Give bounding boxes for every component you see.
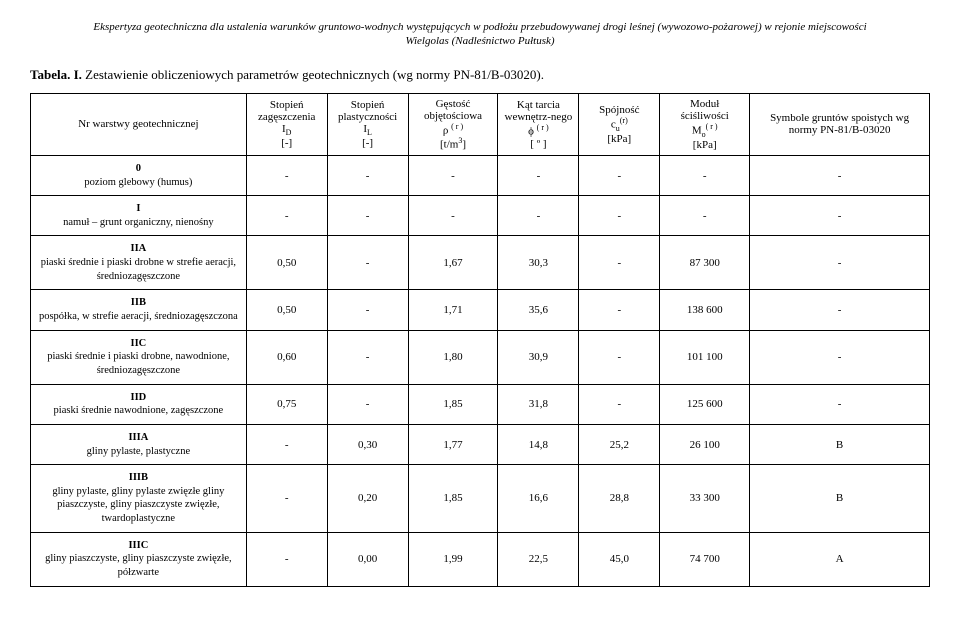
table-row: IIIBgliny pylaste, gliny pylaste zwięzłe…	[31, 465, 930, 533]
row-label-I: Inamuł – grunt organiczny, nienośny	[31, 196, 247, 236]
cell-5-1: -	[327, 384, 408, 424]
cell-1-2: -	[408, 196, 498, 236]
col-header-3: Gęstość objętościowaρ ( r )[t/m3]	[408, 93, 498, 155]
col-header-6: Moduł ściśliwościMo( r )[kPa]	[660, 93, 750, 155]
cell-6-4: 25,2	[579, 424, 660, 464]
cell-6-6: B	[750, 424, 930, 464]
col-header-4: Kąt tarcia wewnętrz-negoϕ ( r )[ º ]	[498, 93, 579, 155]
cell-3-4: -	[579, 290, 660, 330]
cell-5-4: -	[579, 384, 660, 424]
row-label-IIA: IIApiaski średnie i piaski drobne w stre…	[31, 236, 247, 290]
table-row: 0poziom glebowy (humus)-------	[31, 155, 930, 195]
row-label-IID: IIDpiaski średnie nawodnione, zagęszczon…	[31, 384, 247, 424]
caption-label: Tabela. I.	[30, 67, 82, 82]
table-row: Inamuł – grunt organiczny, nienośny-----…	[31, 196, 930, 236]
table-row: IIICgliny piaszczyste, gliny piaszczyste…	[31, 532, 930, 586]
cell-8-4: 45,0	[579, 532, 660, 586]
cell-1-1: -	[327, 196, 408, 236]
row-label-IIIC: IIICgliny piaszczyste, gliny piaszczyste…	[31, 532, 247, 586]
cell-0-0: -	[246, 155, 327, 195]
cell-0-6: -	[750, 155, 930, 195]
cell-6-2: 1,77	[408, 424, 498, 464]
cell-0-2: -	[408, 155, 498, 195]
cell-4-1: -	[327, 330, 408, 384]
cell-7-4: 28,8	[579, 465, 660, 533]
cell-5-3: 31,8	[498, 384, 579, 424]
header-line2: Wielgolas (Nadleśnictwo Pułtusk)	[405, 35, 554, 47]
row-label-IIIA: IIIAgliny pylaste, plastyczne	[31, 424, 247, 464]
table-row: IIIAgliny pylaste, plastyczne-0,301,7714…	[31, 424, 930, 464]
row-label-IIC: IICpiaski średnie i piaski drobne, nawod…	[31, 330, 247, 384]
cell-4-6: -	[750, 330, 930, 384]
cell-3-3: 35,6	[498, 290, 579, 330]
cell-8-1: 0,00	[327, 532, 408, 586]
cell-2-0: 0,50	[246, 236, 327, 290]
cell-4-4: -	[579, 330, 660, 384]
cell-2-5: 87 300	[660, 236, 750, 290]
geo-params-table: Nr warstwy geotechnicznejStopień zagęszc…	[30, 93, 930, 587]
doc-header: Ekspertyza geotechniczna dla ustalenia w…	[30, 20, 930, 49]
table-caption: Tabela. I. Zestawienie obliczeniowych pa…	[30, 67, 930, 83]
cell-3-6: -	[750, 290, 930, 330]
cell-0-4: -	[579, 155, 660, 195]
cell-3-1: -	[327, 290, 408, 330]
row-label-0: 0poziom glebowy (humus)	[31, 155, 247, 195]
cell-4-2: 1,80	[408, 330, 498, 384]
cell-7-2: 1,85	[408, 465, 498, 533]
col-header-1: Stopień zagęszczeniaID[-]	[246, 93, 327, 155]
col-header-5: Spójnośćcu(r)[kPa]	[579, 93, 660, 155]
col-header-2: Stopień plastycznościIL[-]	[327, 93, 408, 155]
cell-1-3: -	[498, 196, 579, 236]
cell-0-1: -	[327, 155, 408, 195]
cell-2-1: -	[327, 236, 408, 290]
cell-6-0: -	[246, 424, 327, 464]
cell-8-3: 22,5	[498, 532, 579, 586]
cell-3-0: 0,50	[246, 290, 327, 330]
cell-4-3: 30,9	[498, 330, 579, 384]
cell-1-6: -	[750, 196, 930, 236]
table-row: IICpiaski średnie i piaski drobne, nawod…	[31, 330, 930, 384]
cell-4-0: 0,60	[246, 330, 327, 384]
cell-5-6: -	[750, 384, 930, 424]
col-header-0: Nr warstwy geotechnicznej	[31, 93, 247, 155]
cell-5-0: 0,75	[246, 384, 327, 424]
cell-8-2: 1,99	[408, 532, 498, 586]
cell-2-6: -	[750, 236, 930, 290]
cell-7-3: 16,6	[498, 465, 579, 533]
col-header-7: Symbole gruntów spoistych wg normy PN-81…	[750, 93, 930, 155]
cell-5-2: 1,85	[408, 384, 498, 424]
table-row: IIApiaski średnie i piaski drobne w stre…	[31, 236, 930, 290]
table-row: IIDpiaski średnie nawodnione, zagęszczon…	[31, 384, 930, 424]
cell-0-3: -	[498, 155, 579, 195]
cell-6-1: 0,30	[327, 424, 408, 464]
cell-7-1: 0,20	[327, 465, 408, 533]
cell-7-5: 33 300	[660, 465, 750, 533]
cell-7-6: B	[750, 465, 930, 533]
cell-1-4: -	[579, 196, 660, 236]
table-row: IIBpospółka, w strefie aeracji, średnioz…	[31, 290, 930, 330]
table-header-row: Nr warstwy geotechnicznejStopień zagęszc…	[31, 93, 930, 155]
cell-5-5: 125 600	[660, 384, 750, 424]
cell-8-6: A	[750, 532, 930, 586]
header-line1: Ekspertyza geotechniczna dla ustalenia w…	[93, 21, 866, 33]
cell-0-5: -	[660, 155, 750, 195]
cell-8-5: 74 700	[660, 532, 750, 586]
cell-8-0: -	[246, 532, 327, 586]
cell-2-3: 30,3	[498, 236, 579, 290]
cell-6-5: 26 100	[660, 424, 750, 464]
cell-2-4: -	[579, 236, 660, 290]
cell-3-5: 138 600	[660, 290, 750, 330]
cell-6-3: 14,8	[498, 424, 579, 464]
cell-2-2: 1,67	[408, 236, 498, 290]
row-label-IIIB: IIIBgliny pylaste, gliny pylaste zwięzłe…	[31, 465, 247, 533]
row-label-IIB: IIBpospółka, w strefie aeracji, średnioz…	[31, 290, 247, 330]
caption-text: Zestawienie obliczeniowych parametrów ge…	[82, 67, 544, 82]
cell-1-0: -	[246, 196, 327, 236]
cell-7-0: -	[246, 465, 327, 533]
cell-3-2: 1,71	[408, 290, 498, 330]
cell-1-5: -	[660, 196, 750, 236]
cell-4-5: 101 100	[660, 330, 750, 384]
